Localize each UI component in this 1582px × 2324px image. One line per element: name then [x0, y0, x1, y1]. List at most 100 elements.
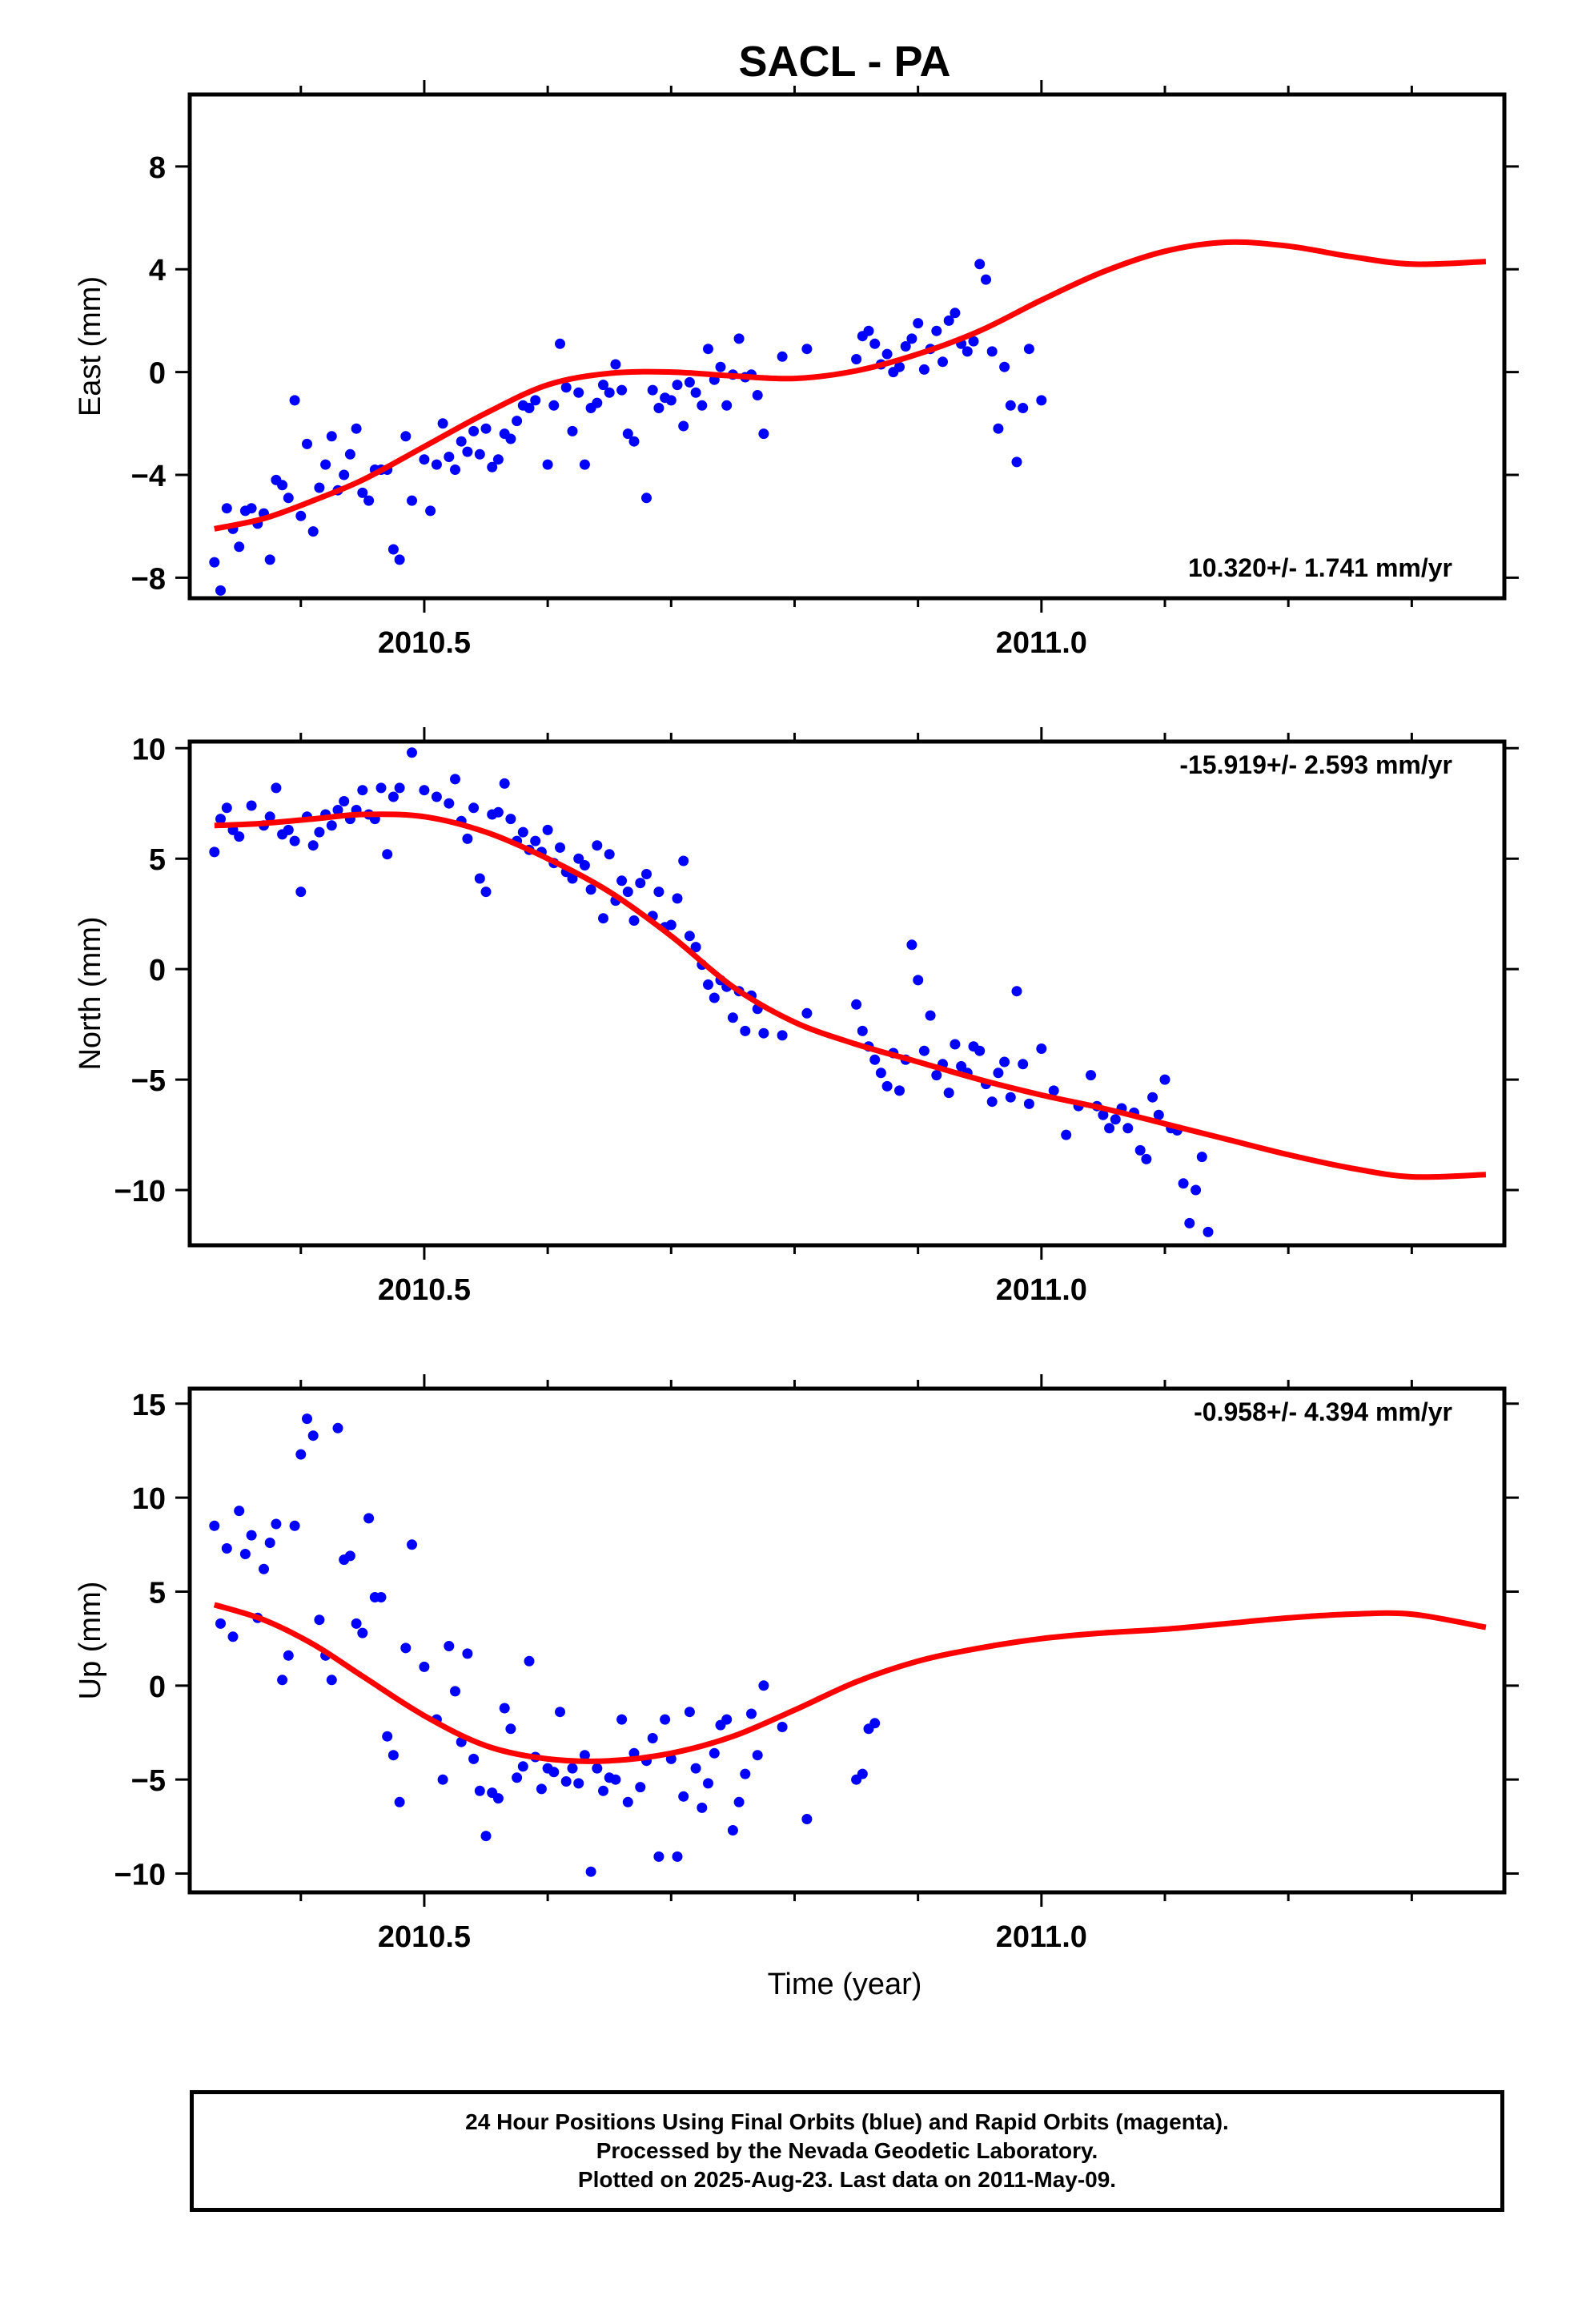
- data-point: [480, 887, 492, 898]
- data-point: [344, 1550, 355, 1562]
- data-point: [542, 824, 553, 835]
- east-points: [209, 259, 1047, 596]
- data-point: [579, 860, 590, 870]
- y-tick-label: −5: [131, 1764, 166, 1798]
- data-point: [326, 431, 337, 442]
- data-point: [431, 459, 442, 470]
- data-point: [740, 1768, 751, 1779]
- y-tick-label: 15: [132, 1389, 166, 1422]
- data-point: [635, 878, 646, 889]
- data-point: [918, 364, 930, 375]
- footer-note-box: 24 Hour Positions Using Final Orbits (bl…: [190, 2090, 1504, 2212]
- data-point: [974, 1045, 986, 1056]
- data-point: [653, 403, 665, 413]
- data-point: [407, 747, 417, 758]
- data-point: [986, 346, 998, 357]
- data-point: [678, 420, 689, 432]
- data-point: [512, 416, 523, 427]
- y-tick-label: −10: [114, 1175, 166, 1208]
- data-point: [363, 1513, 375, 1524]
- north-points: [209, 747, 1214, 1237]
- data-point: [264, 554, 275, 565]
- data-point: [801, 344, 813, 355]
- y-tick-label: 4: [149, 254, 166, 287]
- data-point: [215, 585, 226, 596]
- data-point: [1184, 1217, 1195, 1228]
- data-point: [647, 384, 658, 396]
- data-point: [592, 1763, 603, 1774]
- data-point: [419, 785, 430, 796]
- data-point: [628, 436, 640, 447]
- data-point: [234, 831, 245, 842]
- data-point: [857, 1025, 868, 1036]
- data-point: [968, 336, 979, 347]
- up-points: [209, 1413, 881, 1877]
- data-point: [295, 510, 307, 521]
- data-point: [462, 446, 473, 457]
- data-point: [758, 1027, 769, 1039]
- data-point: [1196, 1152, 1207, 1163]
- data-point: [913, 318, 924, 329]
- data-point: [622, 428, 633, 440]
- data-point: [678, 1791, 689, 1802]
- data-point: [505, 814, 516, 825]
- y-tick-label: 10: [132, 733, 166, 766]
- data-point: [993, 1068, 1004, 1079]
- data-point: [209, 846, 220, 858]
- y-tick-label: −8: [131, 562, 166, 596]
- east-rate-label: 10.320+/- 1.741 mm/yr: [1188, 553, 1452, 582]
- y-tick-label: 8: [149, 151, 166, 185]
- data-point: [573, 853, 584, 864]
- data-point: [339, 469, 350, 480]
- data-point: [592, 840, 603, 851]
- data-point: [419, 454, 430, 465]
- data-point: [289, 1520, 300, 1531]
- data-point: [524, 403, 535, 413]
- data-point: [295, 887, 307, 898]
- data-point: [703, 979, 713, 990]
- data-point: [1104, 1123, 1115, 1134]
- data-point: [1036, 1043, 1047, 1054]
- data-point: [703, 1778, 713, 1789]
- y-tick-label: −4: [131, 460, 166, 493]
- data-point: [289, 395, 300, 406]
- data-point: [246, 800, 257, 811]
- data-point: [869, 1718, 881, 1729]
- data-point: [869, 1054, 881, 1065]
- data-point: [407, 1539, 417, 1550]
- data-point: [709, 992, 720, 1003]
- data-point: [1141, 1153, 1152, 1164]
- data-point: [857, 1768, 868, 1779]
- data-point: [400, 431, 412, 442]
- data-point: [474, 873, 485, 884]
- data-point: [943, 1088, 954, 1099]
- data-point: [492, 454, 504, 465]
- data-point: [999, 1056, 1010, 1068]
- data-point: [221, 802, 232, 814]
- x-tick-label: 2010.5: [378, 626, 471, 660]
- data-point: [375, 782, 387, 794]
- data-point: [653, 887, 665, 898]
- data-point: [690, 1763, 701, 1774]
- data-point: [801, 1007, 813, 1019]
- data-point: [1191, 1184, 1202, 1196]
- data-point: [616, 384, 628, 396]
- footer-line-2: Processed by the Nevada Geodetic Laborat…: [596, 2138, 1098, 2163]
- data-point: [548, 400, 560, 411]
- data-point: [752, 1750, 763, 1761]
- data-point: [653, 1851, 665, 1862]
- data-point: [480, 423, 492, 434]
- data-point: [1134, 1144, 1146, 1156]
- data-point: [746, 1708, 757, 1719]
- data-point: [585, 884, 596, 895]
- north-frame: [187, 739, 1507, 1248]
- data-point: [665, 395, 677, 406]
- data-point: [295, 1449, 307, 1460]
- data-point: [1011, 456, 1022, 468]
- data-point: [752, 390, 763, 400]
- north-y-axis-label: North (mm): [74, 916, 107, 1070]
- data-point: [881, 348, 893, 360]
- data-point: [437, 1774, 448, 1785]
- data-point: [931, 1070, 942, 1081]
